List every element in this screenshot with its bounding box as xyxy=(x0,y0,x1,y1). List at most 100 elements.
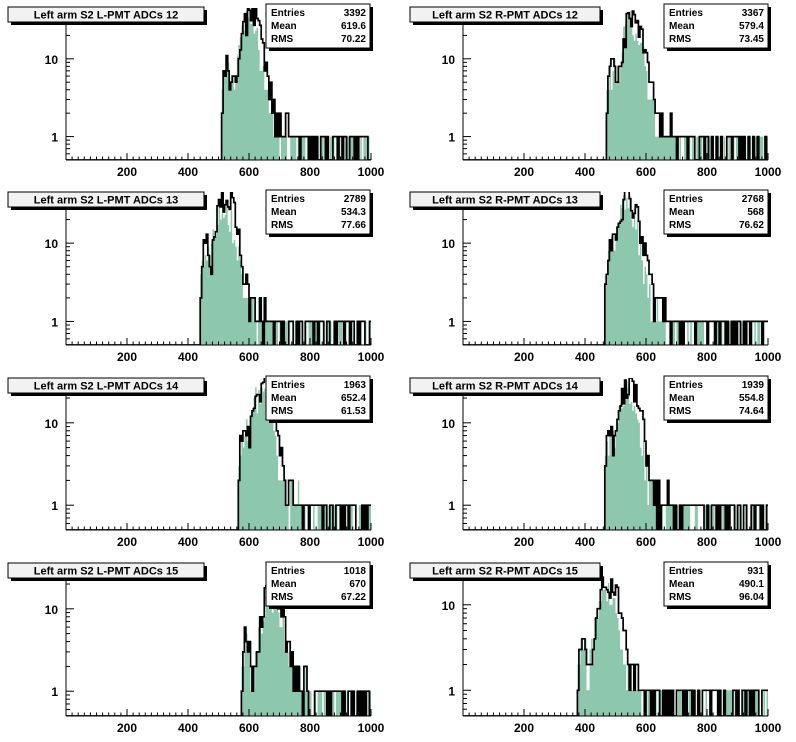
y-tick-label: 1 xyxy=(51,685,58,699)
stats-label-mean: Mean xyxy=(669,21,695,32)
x-tick-label: 800 xyxy=(300,350,320,364)
x-tick-label: 200 xyxy=(514,535,534,549)
stats-label-rms: RMS xyxy=(669,592,692,603)
stats-value-rms: 76.62 xyxy=(739,220,764,231)
stats-value-mean: 490.1 xyxy=(739,579,764,590)
stats-label-entries: Entries xyxy=(669,566,703,577)
histogram-series-black xyxy=(66,378,371,530)
histogram-plot-area xyxy=(463,10,768,160)
x-tick-label: 1000 xyxy=(358,721,385,735)
histogram-series-black xyxy=(463,192,768,345)
stats-value-entries: 2789 xyxy=(344,194,367,205)
histogram-plot-area xyxy=(66,192,371,345)
histogram-series-green xyxy=(241,582,371,716)
x-tick-label: 400 xyxy=(178,721,198,735)
y-tick-label: 10 xyxy=(45,53,59,67)
histogram-title: Left arm S2 R-PMT ADCs 14 xyxy=(432,381,579,393)
stats-value-entries: 931 xyxy=(747,566,764,577)
x-tick-label: 1000 xyxy=(358,350,385,364)
x-tick-label: 800 xyxy=(697,721,717,735)
stats-label-mean: Mean xyxy=(669,579,695,590)
title-box xyxy=(7,6,205,23)
stats-box xyxy=(265,189,371,235)
stats-label-mean: Mean xyxy=(271,393,297,404)
x-tick-label: 800 xyxy=(300,165,320,179)
stats-value-mean: 534.3 xyxy=(341,207,366,218)
stats-value-mean: 579.4 xyxy=(739,21,764,32)
y-tick-label: 10 xyxy=(442,599,456,613)
histogram-series-green xyxy=(606,11,768,160)
x-tick-label: 800 xyxy=(697,350,717,364)
x-tick-label: 200 xyxy=(117,350,137,364)
y-tick-label: 1 xyxy=(448,315,455,329)
y-tick-label: 10 xyxy=(442,53,456,67)
stats-label-entries: Entries xyxy=(271,380,305,391)
x-tick-label: 600 xyxy=(636,350,656,364)
stats-label-rms: RMS xyxy=(271,220,294,231)
stats-value-entries: 3367 xyxy=(742,8,765,19)
histogram-series-green xyxy=(200,201,371,345)
stats-label-rms: RMS xyxy=(669,34,692,45)
title-box xyxy=(409,562,601,579)
stats-value-mean: 619.6 xyxy=(341,21,366,32)
x-tick-label: 600 xyxy=(239,350,259,364)
histogram-pad-6: 200 400 600 800 1000 1 10 Left arm S2 R-PMT ADC… xyxy=(409,375,782,549)
stats-value-entries: 1939 xyxy=(742,380,765,391)
stats-value-rms: 67.22 xyxy=(341,592,366,603)
x-tick-label: 400 xyxy=(575,350,595,364)
histogram-pad-7: 200 400 600 800 1000 1 10 Left arm S2 L-PMT ADC… xyxy=(7,561,385,735)
x-tick-label: 1000 xyxy=(358,165,385,179)
x-tick-label: 400 xyxy=(575,721,595,735)
stats-label-entries: Entries xyxy=(669,8,703,19)
histogram-series-green xyxy=(221,8,370,160)
x-tick-label: 600 xyxy=(239,165,259,179)
histogram-title: Left arm S2 L-PMT ADCs 15 xyxy=(34,566,178,578)
histogram-series-green xyxy=(577,583,768,716)
stats-box xyxy=(265,375,371,421)
x-tick-label: 1000 xyxy=(755,535,782,549)
histogram-pad-5: 200 400 600 800 1000 1 10 Left arm S2 L-PMT ADC… xyxy=(7,375,385,549)
histogram-pad-4: 200 400 600 800 1000 1 10 Left arm S2 R-PMT ADC… xyxy=(409,189,782,364)
histogram-series-black xyxy=(463,10,768,160)
x-tick-label: 600 xyxy=(636,535,656,549)
stats-label-mean: Mean xyxy=(669,393,695,404)
histogram-title: Left arm S2 L-PMT ADCs 12 xyxy=(34,10,178,22)
x-tick-label: 400 xyxy=(178,165,198,179)
y-tick-label: 1 xyxy=(448,131,455,145)
stats-label-entries: Entries xyxy=(271,194,305,205)
title-box xyxy=(409,377,601,394)
x-tick-label: 600 xyxy=(636,165,656,179)
x-tick-label: 800 xyxy=(300,721,320,735)
stats-label-mean: Mean xyxy=(271,579,297,590)
stats-value-entries: 1963 xyxy=(344,380,367,391)
y-tick-label: 1 xyxy=(51,315,58,329)
x-tick-label: 400 xyxy=(575,165,595,179)
title-box xyxy=(7,377,205,394)
stats-label-entries: Entries xyxy=(271,8,305,19)
stats-value-mean: 554.8 xyxy=(739,393,764,404)
histogram-pad-8: 200 400 600 800 1000 1 10 Left arm S2 R-PMT ADC… xyxy=(409,561,782,735)
stats-label-rms: RMS xyxy=(271,34,294,45)
histogram-series-black xyxy=(66,192,371,345)
stats-value-mean: 670 xyxy=(349,579,366,590)
title-box xyxy=(7,562,205,579)
stats-value-rms: 77.66 xyxy=(341,220,366,231)
x-tick-label: 200 xyxy=(117,165,137,179)
x-tick-label: 400 xyxy=(178,350,198,364)
title-box xyxy=(7,191,205,208)
x-tick-label: 1000 xyxy=(755,165,782,179)
histogram-plot-area xyxy=(66,571,371,716)
x-tick-label: 1000 xyxy=(358,535,385,549)
histogram-plot-area xyxy=(463,192,768,345)
x-tick-label: 200 xyxy=(514,350,534,364)
stats-value-entries: 2768 xyxy=(742,194,765,205)
histogram-title: Left arm S2 L-PMT ADCs 13 xyxy=(34,195,178,207)
x-tick-label: 600 xyxy=(636,721,656,735)
histogram-series-black xyxy=(66,571,371,716)
stats-box xyxy=(663,3,769,49)
stats-label-entries: Entries xyxy=(271,566,305,577)
histogram-title: Left arm S2 L-PMT ADCs 14 xyxy=(34,381,179,393)
stats-value-rms: 74.64 xyxy=(739,406,764,417)
x-tick-label: 200 xyxy=(514,721,534,735)
